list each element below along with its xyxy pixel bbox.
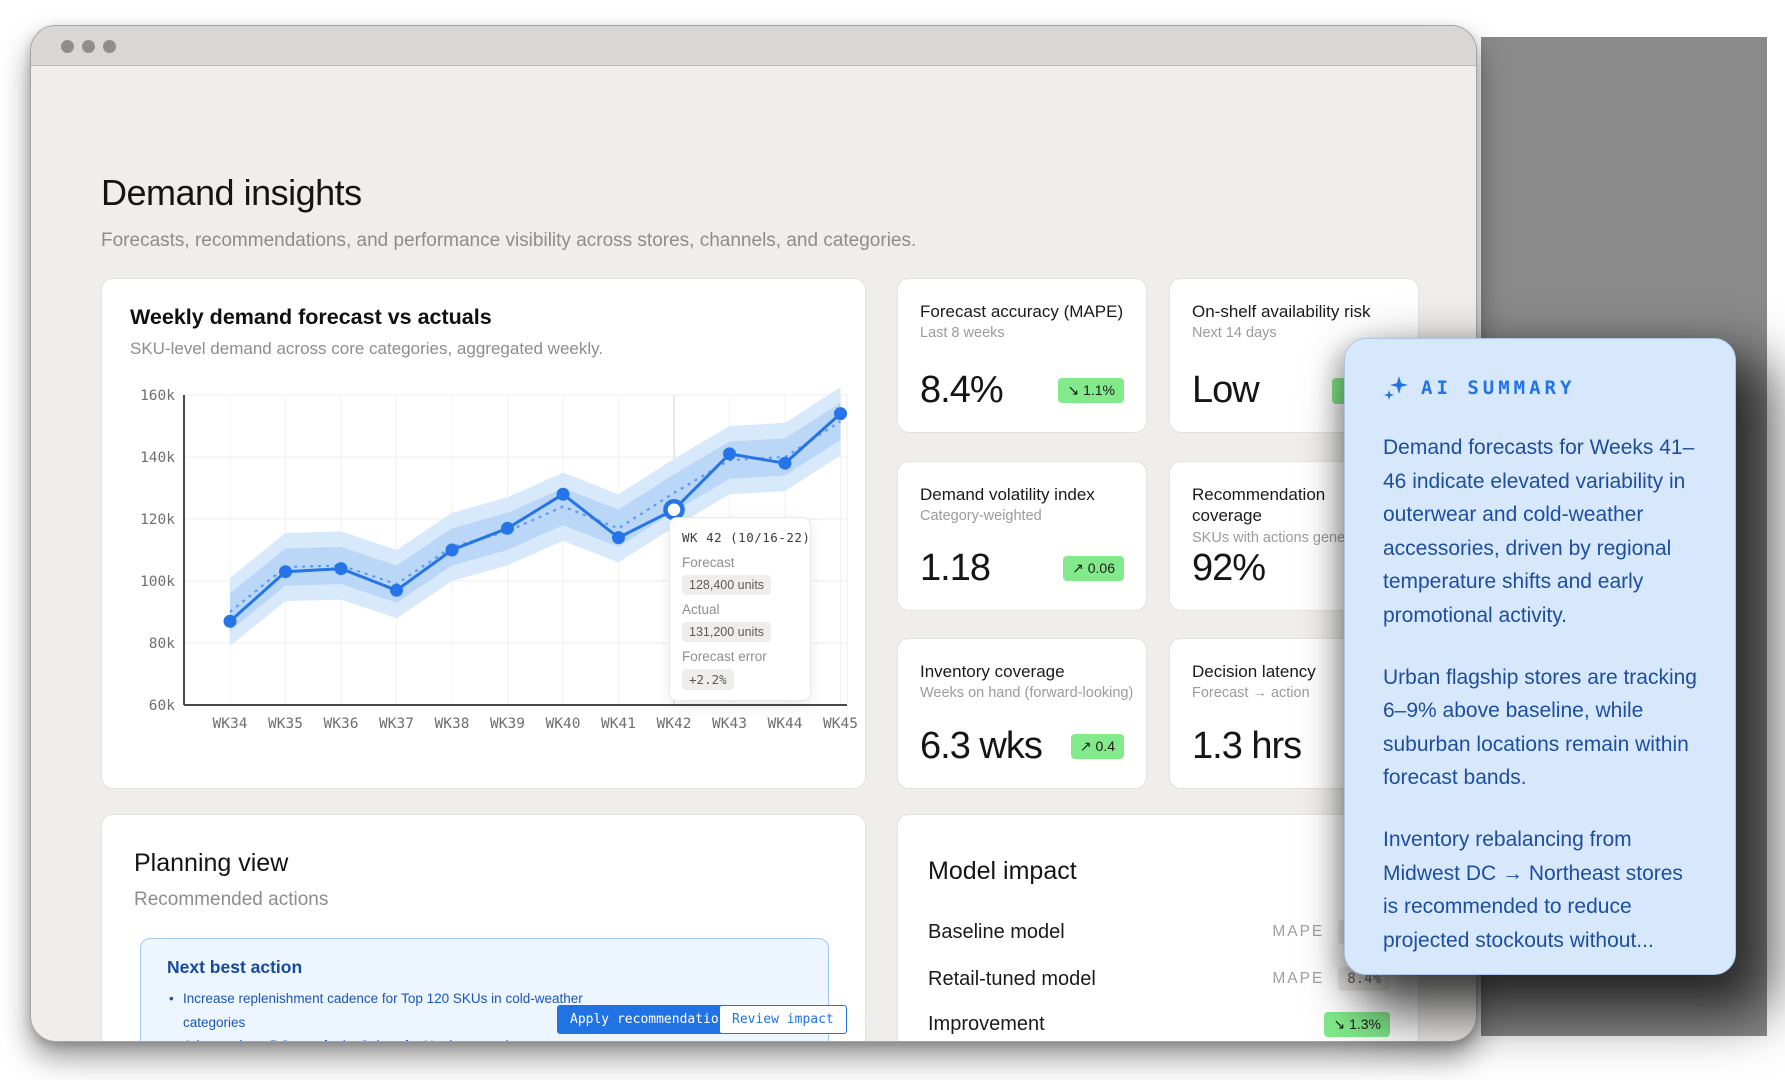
kpi-subtitle: Category-weighted bbox=[920, 508, 1042, 525]
next-best-action-panel: Next best action Increase replenishment … bbox=[140, 938, 847, 1041]
next-best-action-list: Increase replenishment cadence for Top 1… bbox=[167, 987, 617, 1041]
ai-summary-paragraph: Demand forecasts for Weeks 41–46 indicat… bbox=[1383, 436, 1695, 627]
window-control-icon[interactable] bbox=[61, 40, 74, 53]
app-window: Demand insights Forecasts, recommendatio… bbox=[30, 25, 1477, 1042]
ai-summary-paragraph: Urban flagship stores are tracking 6–9% … bbox=[1383, 665, 1697, 790]
kpi-title: Recommendation coverage bbox=[1192, 485, 1326, 526]
planning-title: Planning view bbox=[134, 849, 289, 877]
planning-view-card: Planning view Recommended actions Next b… bbox=[101, 814, 866, 1041]
chart-tooltip: WK 42 (10/16-22) Forecast 128,400 units … bbox=[669, 517, 811, 701]
model-row-label: Improvement bbox=[928, 1013, 1045, 1035]
model-row-improvement: Improvement ↘ 1.3% bbox=[928, 1012, 1390, 1037]
svg-text:WK42: WK42 bbox=[657, 716, 692, 732]
svg-text:120k: 120k bbox=[140, 512, 175, 528]
kpi-title: Decision latency bbox=[1192, 662, 1316, 681]
tooltip-value: 128,400 units bbox=[682, 575, 772, 595]
svg-text:WK44: WK44 bbox=[768, 716, 803, 732]
action-item: Advance inter-DC transfer by 3 days for … bbox=[167, 1034, 617, 1041]
forecast-chart-card: Weekly demand forecast vs actuals SKU-le… bbox=[101, 278, 866, 789]
tooltip-value: +2.2% bbox=[682, 669, 734, 690]
sparkle-icon bbox=[1384, 376, 1408, 400]
ai-summary-title: AI SUMMARY bbox=[1421, 377, 1576, 399]
kpi-subtitle: Weeks on hand (forward-looking) bbox=[920, 685, 1134, 702]
svg-text:80k: 80k bbox=[149, 636, 175, 652]
kpi-value: 1.3 hrs bbox=[1192, 725, 1302, 767]
kpi-card-forecast-accuracy: Forecast accuracy (MAPE) Last 8 weeks 8.… bbox=[897, 278, 1147, 433]
model-impact-card: Model impact Baseline model MAPE 9.7% Re… bbox=[897, 814, 1419, 1041]
svg-text:WK37: WK37 bbox=[379, 716, 414, 732]
ai-summary-popup: AI SUMMARY Demand forecasts for Weeks 41… bbox=[1344, 338, 1736, 975]
metric-label: MAPE bbox=[1272, 970, 1325, 987]
model-row-retail-tuned: Retail-tuned model MAPE 8.4% bbox=[928, 967, 1390, 991]
svg-text:WK39: WK39 bbox=[490, 716, 525, 732]
kpi-value: 8.4% bbox=[920, 369, 1004, 411]
tooltip-value: 131,200 units bbox=[682, 622, 772, 642]
forecast-line-chart[interactable]: 160k 140k 120k 100k 80k 60k WK34 WK35 WK36 WK37 WK… bbox=[117, 383, 857, 748]
svg-text:WK36: WK36 bbox=[324, 716, 359, 732]
kpi-card-volatility-index: Demand volatility index Category-weighte… bbox=[897, 461, 1147, 611]
model-row-baseline: Baseline model MAPE 9.7% bbox=[928, 920, 1390, 944]
svg-text:WK45: WK45 bbox=[823, 716, 857, 732]
svg-text:100k: 100k bbox=[140, 574, 175, 590]
tooltip-label: Forecast bbox=[682, 555, 735, 570]
kpi-value: 6.3 wks bbox=[920, 725, 1043, 767]
svg-text:140k: 140k bbox=[140, 450, 175, 466]
kpi-subtitle: Last 8 weeks bbox=[920, 325, 1005, 342]
svg-text:WK34: WK34 bbox=[213, 716, 248, 732]
improvement-badge: ↘ 1.3% bbox=[1324, 1012, 1390, 1037]
window-control-icon[interactable] bbox=[103, 40, 116, 53]
kpi-value: 92% bbox=[1192, 547, 1266, 589]
ai-summary-header: AI SUMMARY bbox=[1383, 375, 1697, 401]
page-subtitle: Forecasts, recommendations, and performa… bbox=[101, 230, 917, 251]
tooltip-label: Forecast error bbox=[682, 649, 767, 664]
window-titlebar bbox=[31, 26, 1476, 66]
kpi-value: 1.18 bbox=[920, 547, 991, 589]
kpi-title: Demand volatility index bbox=[920, 485, 1095, 504]
kpi-card-inventory-coverage: Inventory coverage Weeks on hand (forwar… bbox=[897, 638, 1147, 789]
window-control-icon[interactable] bbox=[82, 40, 95, 53]
kpi-subtitle: Next 14 days bbox=[1192, 325, 1277, 342]
kpi-title: Forecast accuracy (MAPE) bbox=[920, 302, 1124, 321]
kpi-title: On-shelf availability risk bbox=[1192, 302, 1371, 321]
tooltip-title: WK 42 (10/16-22) bbox=[682, 530, 811, 545]
kpi-trend-badge: ↘ 1.1% bbox=[1058, 378, 1124, 403]
model-row-label: Baseline model bbox=[928, 920, 1065, 943]
kpi-value: Low bbox=[1192, 369, 1260, 411]
svg-text:160k: 160k bbox=[140, 388, 175, 404]
page-title: Demand insights bbox=[101, 172, 362, 213]
kpi-title: Inventory coverage bbox=[920, 662, 1065, 681]
kpi-trend-badge: ↗ 0.4 bbox=[1070, 734, 1124, 759]
model-row-label: Retail-tuned model bbox=[928, 967, 1096, 990]
chart-title: Weekly demand forecast vs actuals bbox=[130, 305, 492, 329]
svg-text:WK43: WK43 bbox=[712, 716, 747, 732]
ai-summary-body: Demand forecasts for Weeks 41–46 indicat… bbox=[1383, 431, 1697, 957]
model-impact-title: Model impact bbox=[928, 857, 1077, 885]
tooltip-label: Actual bbox=[682, 602, 720, 617]
svg-text:WK41: WK41 bbox=[601, 716, 636, 732]
ai-summary-paragraph: Inventory rebalancing from Midwest DC → … bbox=[1383, 827, 1683, 952]
svg-text:60k: 60k bbox=[149, 698, 175, 714]
svg-text:WK38: WK38 bbox=[435, 716, 470, 732]
action-item: Increase replenishment cadence for Top 1… bbox=[167, 987, 617, 1034]
svg-text:WK35: WK35 bbox=[268, 716, 303, 732]
kpi-trend-badge: ↗ 0.06 bbox=[1063, 556, 1124, 581]
metric-label: MAPE bbox=[1272, 923, 1325, 940]
svg-text:WK40: WK40 bbox=[546, 716, 581, 732]
window-controls[interactable] bbox=[61, 40, 116, 53]
planning-subtitle: Recommended actions bbox=[134, 889, 329, 910]
next-best-action-heading: Next best action bbox=[167, 957, 303, 977]
kpi-subtitle: SKUs with actions generated bbox=[1192, 529, 1379, 546]
chart-subtitle: SKU-level demand across core categories,… bbox=[130, 339, 604, 358]
kpi-subtitle: Forecast → action bbox=[1192, 685, 1310, 702]
review-impact-button[interactable]: Review impact bbox=[719, 1005, 847, 1034]
metric-value-pill: 8.4% bbox=[1338, 967, 1390, 991]
